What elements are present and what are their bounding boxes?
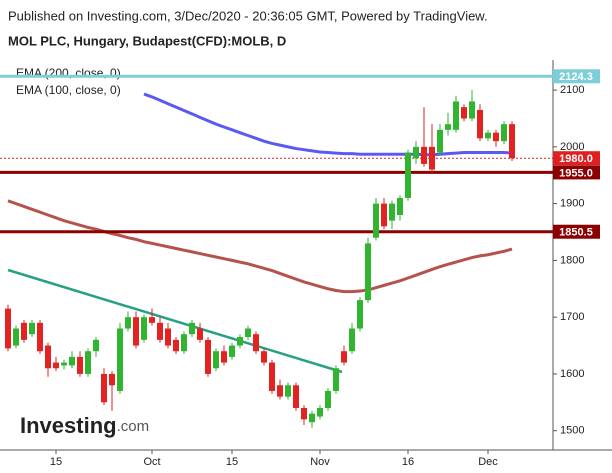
candle-body [13,328,19,346]
x-tick-label: Oct [143,456,160,468]
candle-body [485,132,491,139]
candle-body [53,362,59,369]
candle-body [253,334,259,352]
level-label: 1955.0 [559,167,593,179]
candle-body [237,337,243,346]
candle-body [85,351,91,374]
logo-suffix: .com [117,418,150,435]
candle-body [125,317,131,329]
candle-body [69,356,75,366]
candle-body [421,146,427,164]
candle-body [477,109,483,139]
x-tick-label: 15 [226,456,238,468]
x-tick-label: Nov [310,456,330,468]
level-label: 1980.0 [559,153,593,165]
candle-body [373,203,379,238]
candle-body [285,385,291,397]
y-tick-label: 2100 [560,84,584,96]
candle-body [101,373,107,403]
level-label: 1850.5 [559,227,593,239]
x-tick-label: 15 [50,456,62,468]
candle-body [205,339,211,374]
candle-body [149,317,155,323]
candle-body [181,334,187,352]
logo-main: Investing [20,413,117,438]
candle-body [357,300,363,329]
candle-body [501,124,507,142]
level-label-box [553,151,600,166]
candle-body [365,243,371,301]
candle-body [341,351,347,363]
candle-body [317,407,323,417]
candle-body [133,317,139,346]
candle-body [77,356,83,374]
candle-body [109,373,115,386]
level-label-box [553,165,600,180]
candle-body [189,322,195,335]
candle-body [397,197,403,215]
candle-body [413,146,419,159]
candle-body [301,407,307,420]
candle-body [293,385,299,408]
candle-body [29,322,35,335]
candle-body [381,203,387,227]
y-tick-label: 1600 [560,368,584,380]
level-label-box [553,224,600,239]
candle-body [197,328,203,340]
candle-body [509,124,515,159]
ema-line [143,92,513,157]
chart-subtitle: MOL PLC, Hungary, Budapest(CFD):MOLB, D [8,33,286,48]
trend-line [7,268,343,374]
candle-body [61,362,67,366]
candle-body [229,345,235,357]
candle-body [165,328,171,346]
candle-body [261,351,267,363]
candle-body [157,322,163,340]
level-label: 2124.3 [559,71,593,83]
x-tick-label: Dec [478,456,498,468]
candle-body [437,129,443,153]
candle-body [445,124,451,130]
y-tick-label: 1500 [560,425,584,437]
candle-body [277,385,283,397]
y-tick-label: 2000 [560,141,584,153]
candle-body [117,328,123,391]
candle-body [389,203,395,221]
candle-body [405,152,411,198]
candle-body [221,351,227,363]
logo: Investing.com [20,413,149,438]
y-tick-label: 1800 [560,254,584,266]
candle-body [269,362,275,391]
chart-title: Published on Investing.com, 3/Dec/2020 -… [8,8,488,23]
candle-body [93,339,99,352]
candle-body [493,132,499,142]
candle-body [325,390,331,408]
candle-body [461,107,467,119]
candle-body [453,101,459,130]
candle-body [5,308,11,349]
x-tick-label: 16 [402,456,414,468]
candle-body [37,322,43,352]
candle-body [141,317,147,340]
candle-body [349,328,355,352]
candle-body [469,101,475,119]
level-label-box [553,69,600,84]
candle-body [245,328,251,338]
legend-label: EMA (200, close, 0) [16,66,121,80]
candle-body [333,368,339,391]
candle-body [45,345,51,369]
candle-body [429,146,435,170]
y-tick-label: 1900 [560,198,584,210]
legend-label: EMA (100, close, 0) [16,83,121,97]
y-tick-label: 1700 [560,311,584,323]
candle-body [213,351,219,369]
candle-body [21,322,27,340]
ema-line [7,199,513,294]
candle-body [173,339,179,352]
candle-body [309,413,315,423]
